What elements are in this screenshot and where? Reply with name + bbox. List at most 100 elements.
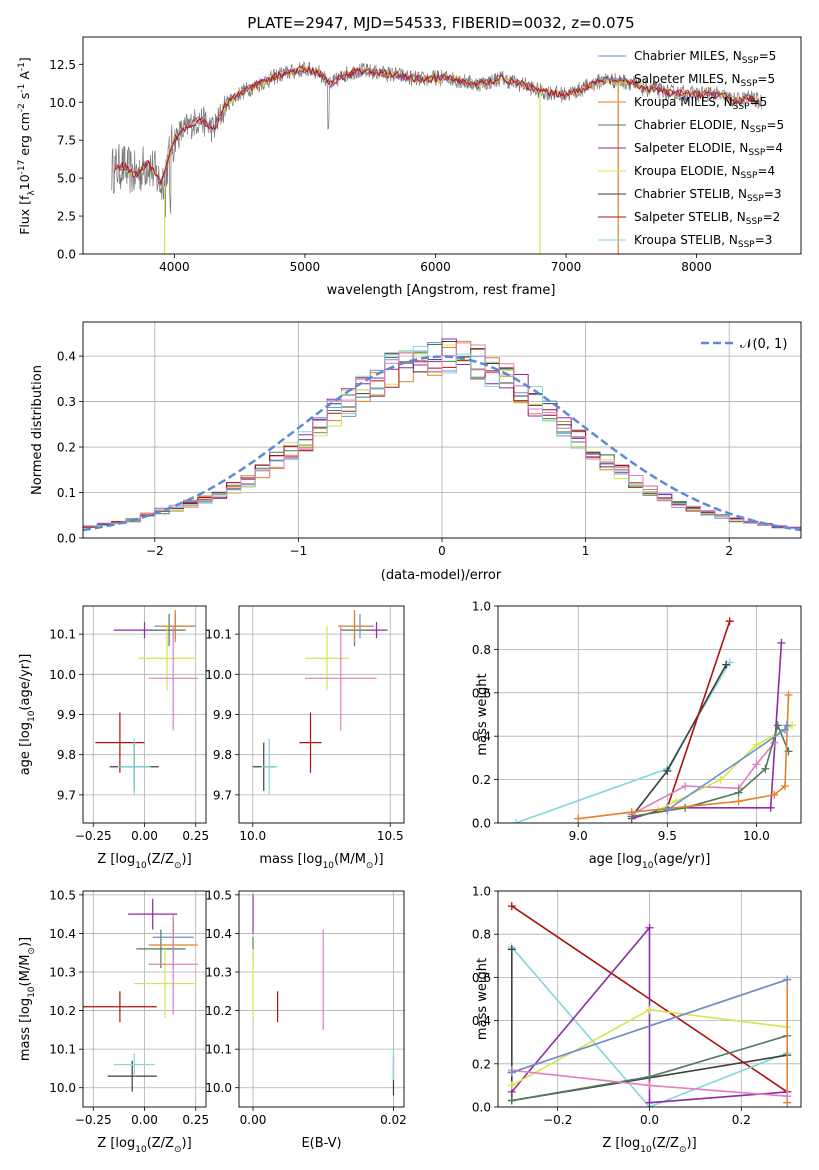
- x-axis-label: Z [log10​(Z/Z⊙​)]: [97, 1136, 191, 1155]
- error-bars: [83, 898, 198, 1092]
- age_vs_Z-panel: −0.25 0.00 0.25 9.7 9.8 9.9 10.0 10.1 Z [log10​(…: [18, 605, 209, 871]
- weight-lines: [511, 617, 797, 823]
- y-tick-label: 10.0: [205, 1081, 232, 1095]
- axes-frame: [497, 605, 802, 824]
- weight-point-marker: [681, 803, 690, 812]
- y-tick-label: 2.5: [57, 210, 76, 224]
- x-tick-label: 0.00: [131, 1113, 158, 1127]
- weight-point-marker: [773, 721, 782, 730]
- age_vs_mass-panel: 10.0 10.5 9.7 9.8 9.9 10.0 10.1 mass [log10​(M/…: [205, 605, 405, 871]
- y-tick-label: 7.5: [57, 134, 76, 148]
- weight-series-line: [631, 722, 790, 818]
- weight-series-line: [631, 664, 727, 817]
- weight-series-line: [631, 742, 775, 816]
- x-tick-label: 0.25: [182, 829, 209, 843]
- x-tick-label: −0.25: [75, 829, 112, 843]
- y-tick-label: 10.0: [205, 668, 232, 682]
- weight-point-marker: [507, 1096, 516, 1105]
- x-tick-label: −1: [290, 544, 308, 558]
- weight-point-marker: [507, 902, 516, 911]
- y-tick-label: 0.2: [57, 441, 76, 455]
- spectrum-lines: [111, 61, 763, 254]
- y-tick-label: 10.3: [205, 966, 232, 980]
- x-tick-label: 10.0: [743, 829, 770, 843]
- y-tick-label: 1.0: [472, 885, 491, 899]
- x-tick-label: −0.25: [75, 1113, 112, 1127]
- y-tick-label: 0.0: [57, 532, 76, 546]
- figure-title: PLATE=2947, MJD=54533, FIBERID=0032, z=0…: [247, 14, 634, 32]
- x-axis-label: (data-model)/error: [381, 568, 502, 583]
- weight_vs_Z-panel: −0.2 0.0 0.2 0.0 0.2 0.4 0.6 0.8 1.0 Z [log10​(Z/…: [472, 885, 802, 1155]
- y-axis-label: mass [log10​(M/M⊙​)]: [18, 937, 37, 1061]
- y-tick-label: 10.1: [49, 628, 76, 642]
- legend-entry: Salpeter ELODIE, NSSP=4: [634, 141, 783, 158]
- x-tick-label: 0.0: [640, 1113, 659, 1127]
- y-tick-label: 0.6: [472, 686, 491, 700]
- x-axis-label: wavelength [Angstrom, rest frame]: [327, 283, 556, 298]
- weight-point-marker: [507, 1081, 516, 1090]
- weight-lines: [507, 902, 792, 1107]
- weight-series-line: [515, 661, 731, 823]
- y-tick-label: 0.0: [57, 248, 76, 262]
- y-tick-label: 0.0: [472, 1101, 491, 1115]
- x-tick-label: 8000: [681, 260, 712, 274]
- weight-point-marker: [507, 1068, 516, 1077]
- x-axis-label: age [log10​(age/yr)]: [589, 852, 711, 871]
- y-tick-label: 10.1: [205, 628, 232, 642]
- y-tick-label: 10.4: [205, 927, 232, 941]
- histogram-step: [83, 342, 801, 538]
- x-tick-label: 6000: [420, 260, 451, 274]
- weight-point-marker: [784, 690, 793, 699]
- spectrum-model-line: [113, 67, 760, 186]
- x-tick-label: −0.2: [543, 1113, 572, 1127]
- weight-point-marker: [645, 1098, 654, 1107]
- y-tick-label: 10.3: [49, 966, 76, 980]
- y-tick-label: 0.4: [472, 1014, 491, 1028]
- weight-point-marker: [766, 803, 775, 812]
- weight-point-marker: [777, 638, 786, 647]
- y-tick-label: 9.8: [213, 748, 232, 762]
- histograms: [83, 338, 801, 538]
- x-tick-label: 9.0: [569, 829, 588, 843]
- legend-entry: Chabrier MILES, NSSP=5: [634, 49, 776, 66]
- x-tick-label: 2: [725, 544, 733, 558]
- legend-entry: Salpeter MILES, NSSP=5: [634, 72, 775, 89]
- y-tick-label: 10.0: [49, 668, 76, 682]
- y-tick-label: 0.2: [472, 773, 491, 787]
- x-axis-label: E(B-V): [301, 1136, 341, 1151]
- weight-point-marker: [761, 764, 770, 773]
- x-tick-label: 4000: [159, 260, 190, 274]
- weight-point-marker: [645, 1005, 654, 1014]
- legend-entry: Kroupa MILES, NSSP=5: [634, 95, 767, 112]
- weight-point-marker: [752, 760, 761, 769]
- y-tick-label: 10.4: [49, 927, 76, 941]
- y-tick-label: 9.9: [213, 708, 232, 722]
- weight-point-marker: [681, 782, 690, 791]
- x-tick-label: 9.5: [658, 829, 677, 843]
- y-tick-label: 0.3: [57, 395, 76, 409]
- x-tick-label: 10.5: [377, 829, 404, 843]
- y-tick-label: 0.4: [57, 350, 76, 364]
- residuals-panel: −2 −1 0 1 2 0.0 0.1 0.2 0.3 0.4 𝒩(0, 1) (data-model…: [30, 321, 802, 583]
- y-tick-label: 10.0: [49, 1081, 76, 1095]
- weight-point-marker: [627, 808, 636, 817]
- weight-point-marker: [722, 660, 731, 669]
- y-tick-label: 10.0: [49, 96, 76, 110]
- weight-point-marker: [782, 721, 791, 730]
- axes-frame: [238, 890, 405, 1108]
- weight-point-marker: [752, 740, 761, 749]
- x-tick-label: 0.02: [380, 1113, 407, 1127]
- legend-entry: Salpeter STELIB, NSSP=2: [634, 210, 780, 227]
- weight-point-marker: [770, 790, 779, 799]
- spectrum-model-line: [113, 65, 760, 185]
- weight-point-marker: [734, 797, 743, 806]
- x-axis-label: Z [log10​(Z/Z⊙​)]: [602, 1136, 696, 1155]
- weight-point-marker: [663, 766, 672, 775]
- y-tick-label: 10.2: [49, 1004, 76, 1018]
- weight-series-line: [511, 925, 788, 1104]
- y-tick-label: 0.8: [472, 643, 491, 657]
- y-tick-label: 0.4: [472, 730, 491, 744]
- y-tick-label: 0.8: [472, 928, 491, 942]
- y-tick-label: 0.0: [472, 817, 491, 831]
